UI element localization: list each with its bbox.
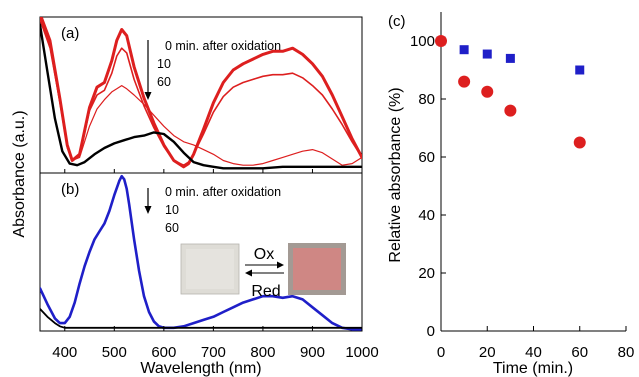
panel-b-legend-0: 0 min. after oxidation <box>165 185 281 199</box>
oxidized-film-tint <box>293 248 341 290</box>
panel-c-square-point-2 <box>482 49 492 59</box>
inset-red-label: Red <box>251 283 280 300</box>
panel-c-circle-point-2 <box>481 85 494 98</box>
panel-c-y-tick-label-3: 60 <box>418 149 435 166</box>
left-x-axis-label: Wavelength (nm) <box>140 360 261 377</box>
left-x-tick-label-1: 500 <box>102 344 127 361</box>
panel-c-circle-point-1 <box>458 75 471 88</box>
panel-c-square-point-1 <box>459 45 469 55</box>
panel-a-legend-0: 0 min. after oxidation <box>165 39 281 53</box>
left-x-tick-label-0: 400 <box>52 344 77 361</box>
left-x-tick-label-5: 900 <box>300 344 325 361</box>
panel-c-y-tick-label-5: 100 <box>410 33 435 50</box>
inset-ox-label: Ox <box>254 246 274 263</box>
panel-b-series-1 <box>40 308 362 329</box>
panel-a-label: (a) <box>61 25 79 42</box>
panel-c-x-tick-label-3: 60 <box>571 344 588 361</box>
panel-c-label: (c) <box>388 13 406 30</box>
panel-c-x-tick-label-4: 80 <box>618 344 635 361</box>
panel-c-y-tick-label-2: 40 <box>418 207 435 224</box>
panel-c-circle-point-3 <box>504 104 517 117</box>
panel-a-series-1 <box>40 17 362 166</box>
panel-b-frame <box>39 172 363 332</box>
red-arrowhead <box>245 269 252 277</box>
panel-c-points <box>435 35 586 149</box>
panel-c-y-tick-label-0: 0 <box>427 323 435 340</box>
ox-arrowhead <box>277 261 284 269</box>
panel-a: (a) 0 min. after oxidation 10 60 <box>39 16 363 174</box>
panel-b-legend-60: 60 <box>165 221 179 235</box>
panel-a-series-0 <box>40 17 362 169</box>
reduced-film-sheen <box>186 249 234 289</box>
panel-c-x-tick-label-0: 0 <box>437 344 445 361</box>
panel-c-y-axis-label: Relative absorbance (%) <box>387 87 404 262</box>
panel-c-square-point-3 <box>505 53 515 63</box>
panel-b-lines <box>40 174 362 331</box>
panel-a-legend-60: 60 <box>157 75 171 89</box>
panel-b: (b) 0 min. after oxidation 10 60 Ox Red <box>39 172 363 332</box>
left-x-tick-label-6: 1000 <box>345 344 378 361</box>
panel-c-x-axis-label: Time (min.) <box>493 360 573 377</box>
panel-c-circle-point-4 <box>573 136 586 149</box>
panel-c: (c) 0 20 40 60 80 100 0 20 40 60 80 Time (min.) Re… <box>387 12 634 377</box>
left-x-ticks: 400 500 600 700 800 900 1000 <box>52 169 379 361</box>
left-x-tick-label-3: 700 <box>201 344 226 361</box>
panel-a-legend-arrowhead <box>144 92 152 100</box>
panel-a-series-2 <box>40 19 362 166</box>
panel-c-x-tick-label-1: 20 <box>479 344 496 361</box>
panel-a-legend-10: 10 <box>157 57 171 71</box>
left-x-tick-label-2: 600 <box>151 344 176 361</box>
panel-b-legend-10: 10 <box>165 203 179 217</box>
panel-b-label: (b) <box>61 181 79 198</box>
left-x-tick-label-4: 800 <box>250 344 275 361</box>
left-y-axis-label: Absorbance (a.u.) <box>11 110 28 237</box>
panel-a-lines <box>40 17 362 170</box>
panel-c-x-tick-label-2: 40 <box>525 344 542 361</box>
panel-b-legend-arrowhead <box>144 206 152 214</box>
panel-c-ticks: 0 20 40 60 80 100 0 20 40 60 80 <box>410 33 634 361</box>
panel-c-circle-point-0 <box>435 35 447 47</box>
panel-c-y-tick-label-4: 80 <box>418 91 435 108</box>
film-inset: Ox Red <box>180 243 346 300</box>
panel-c-square-point-4 <box>575 65 585 75</box>
panel-c-y-tick-label-1: 20 <box>418 265 435 282</box>
panel-b-series-0 <box>40 174 362 331</box>
panel-a-series-3 <box>40 23 362 170</box>
